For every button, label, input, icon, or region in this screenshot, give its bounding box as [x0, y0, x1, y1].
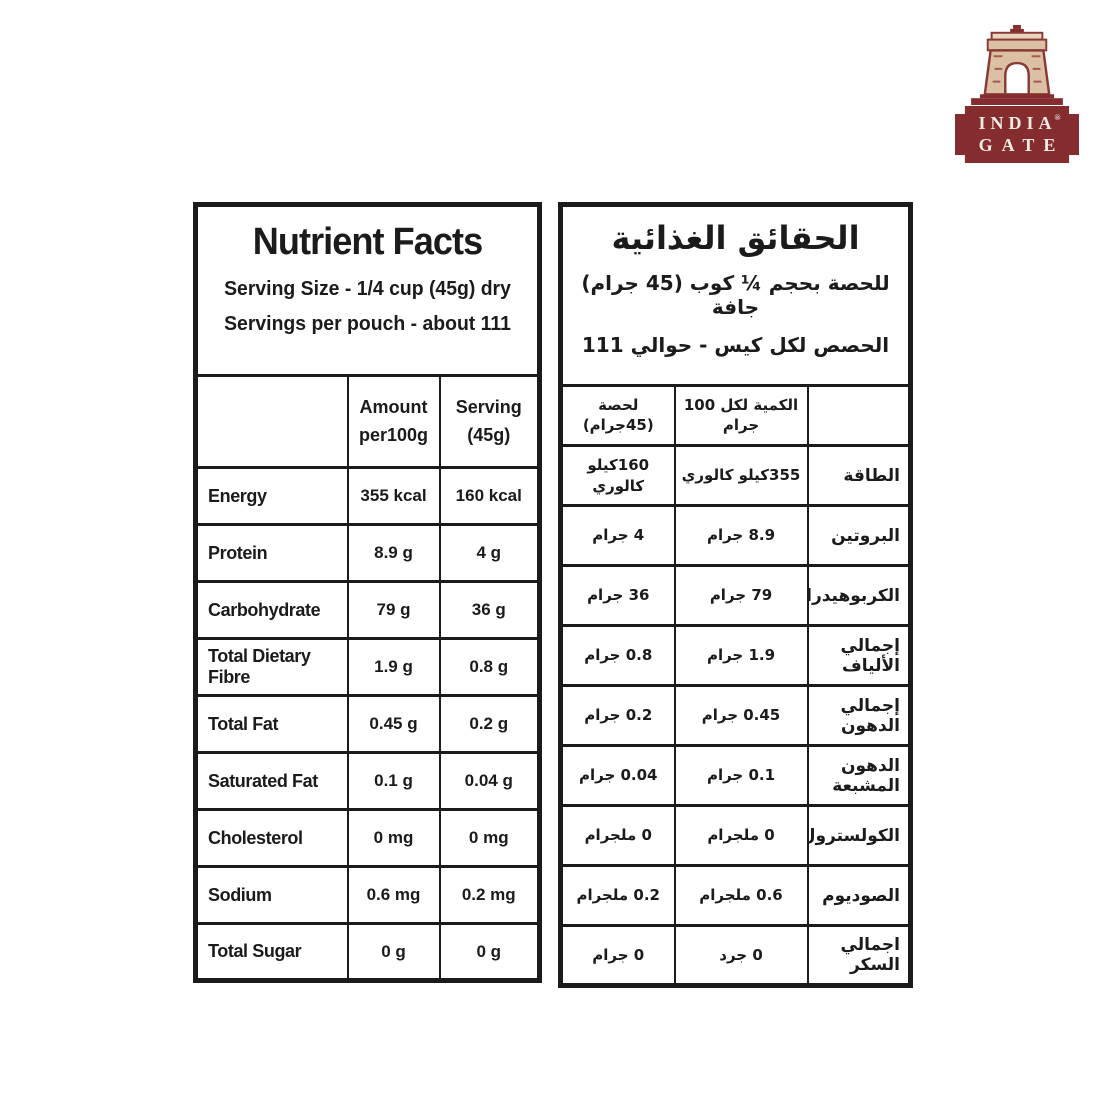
table-row: Saturated Fat 0.1 g 0.04 g: [194, 751, 541, 811]
per-serving-value: 0 g: [438, 922, 541, 982]
serving-size-line: للحصة بحجم ¼ كوب (45 جرام) جافة: [581, 271, 890, 319]
per-100g-value: 0 mg: [346, 808, 441, 868]
per-serving-value: 0.2 g: [438, 694, 541, 754]
table-row: Total Sugar 0 g 0 g: [194, 922, 541, 982]
per-serving-value: 0.2 mg: [438, 865, 541, 925]
per-serving-value: 4 g: [438, 523, 541, 583]
per-serving-value: 4 جرام: [559, 504, 676, 567]
per-serving-value: 0.04 جرام: [559, 744, 676, 807]
per-100g-value: 79 جرام: [673, 564, 809, 627]
per-serving-value: 0.8 g: [438, 637, 541, 697]
table-row: Total Dietary Fibre 1.9 g 0.8 g: [194, 637, 541, 697]
table-row: Energy 355 kcal 160 kcal: [194, 466, 541, 526]
table-header-section: الحقائق الغذائية للحصة بحجم ¼ كوب (45 جر…: [559, 203, 912, 387]
registered-mark: ®: [1054, 112, 1061, 122]
column-header-amount: الكمية لكل 100 جرام: [673, 384, 809, 447]
row-label: إجمالي الدهون: [806, 684, 912, 747]
column-header-serving: Serving (45g): [438, 374, 541, 469]
per-100g-value: 0 g: [346, 922, 441, 982]
table-row: إجمالي الألياف 1.9 جرام 0.8 جرام: [559, 624, 912, 687]
per-serving-value: 0 mg: [438, 808, 541, 868]
row-label: الصوديوم: [806, 864, 912, 927]
per-100g-value: 0.1 جرام: [673, 744, 809, 807]
servings-per-pouch-line: Servings per pouch - about 111: [224, 313, 511, 335]
per-serving-value: 0.2 ملجرام: [559, 864, 676, 927]
per-100g-value: 1.9 جرام: [673, 624, 809, 687]
brand-plaque: INDIA® GATE: [955, 106, 1079, 163]
row-label: Total Dietary Fibre: [194, 637, 349, 697]
brand-india-text: INDIA: [978, 112, 1057, 133]
table-title: Nutrient Facts: [252, 221, 483, 263]
row-label: الطاقة: [806, 444, 912, 507]
per-100g-value: 79 g: [346, 580, 441, 640]
row-label: الكولسترول: [806, 804, 912, 867]
serving-size-line: Serving Size - 1/4 cup (45g) dry: [224, 278, 511, 300]
nutrient-facts-table-arabic: الحقائق الغذائية للحصة بحجم ¼ كوب (45 جر…: [558, 202, 913, 988]
table-header-section: Nutrient Facts Serving Size - 1/4 cup (4…: [194, 203, 541, 377]
per-serving-value: 160كيلو كالوري: [559, 444, 676, 507]
table-row: اجمالي السكر 0 جرد 0 جرام: [559, 924, 912, 987]
column-header-row: Amount per100g Serving (45g): [194, 374, 541, 469]
table-row: الكولسترول 0 ملجرام 0 ملجرام: [559, 804, 912, 867]
nutrient-facts-table-english: Nutrient Facts Serving Size - 1/4 cup (4…: [193, 202, 542, 983]
per-100g-value: 1.9 g: [346, 637, 441, 697]
servings-per-pouch-line: الحصص لكل كيس - حوالي 111: [581, 333, 890, 357]
row-label: الكربوهيدرات: [806, 564, 912, 627]
column-header-amount: Amount per100g: [346, 374, 441, 469]
per-serving-value: 36 جرام: [559, 564, 676, 627]
table-row: الصوديوم 0.6 ملجرام 0.2 ملجرام: [559, 864, 912, 927]
row-label: Total Sugar: [194, 922, 349, 982]
per-serving-value: 0.2 جرام: [559, 684, 676, 747]
india-gate-monument-icon: [971, 24, 1063, 106]
india-gate-logo: INDIA® GATE: [952, 24, 1082, 163]
per-100g-value: 0.6 ملجرام: [673, 864, 809, 927]
column-header-row: الكمية لكل 100 جرام لحصة (45جرام): [559, 384, 912, 447]
column-header-blank: [806, 384, 912, 447]
per-100g-value: 355 kcal: [346, 466, 441, 526]
per-100g-value: 355كيلو كالوري: [673, 444, 809, 507]
row-label: Protein: [194, 523, 349, 583]
per-100g-value: 0.1 g: [346, 751, 441, 811]
table-row: الكربوهيدرات 79 جرام 36 جرام: [559, 564, 912, 627]
row-label: الدهون المشبعة: [806, 744, 912, 807]
table-row: الطاقة 355كيلو كالوري 160كيلو كالوري: [559, 444, 912, 507]
row-label: Energy: [194, 466, 349, 526]
per-100g-value: 0.45 جرام: [673, 684, 809, 747]
per-serving-value: 160 kcal: [438, 466, 541, 526]
table-row: Protein 8.9 g 4 g: [194, 523, 541, 583]
per-100g-value: 8.9 جرام: [673, 504, 809, 567]
row-label: إجمالي الألياف: [806, 624, 912, 687]
row-label: Saturated Fat: [194, 751, 349, 811]
table-row: Total Fat 0.45 g 0.2 g: [194, 694, 541, 754]
table-row: Carbohydrate 79 g 36 g: [194, 580, 541, 640]
brand-name-india: INDIA®: [979, 113, 1061, 135]
per-100g-value: 0.45 g: [346, 694, 441, 754]
per-100g-value: 0 ملجرام: [673, 804, 809, 867]
brand-name-gate: GATE: [978, 134, 1065, 155]
row-label: البروتين: [806, 504, 912, 567]
column-header-blank: [194, 374, 349, 469]
per-serving-value: 36 g: [438, 580, 541, 640]
row-label: Cholesterol: [194, 808, 349, 868]
per-serving-value: 0.8 جرام: [559, 624, 676, 687]
row-label: Sodium: [194, 865, 349, 925]
table-row: البروتين 8.9 جرام 4 جرام: [559, 504, 912, 567]
row-label: Carbohydrate: [194, 580, 349, 640]
per-serving-value: 0 جرام: [559, 924, 676, 987]
row-label: اجمالي السكر: [806, 924, 912, 987]
column-header-serving: لحصة (45جرام): [559, 384, 676, 447]
table-row: إجمالي الدهون 0.45 جرام 0.2 جرام: [559, 684, 912, 747]
table-row: Sodium 0.6 mg 0.2 mg: [194, 865, 541, 925]
table-title: الحقائق الغذائية: [611, 219, 860, 257]
row-label: Total Fat: [194, 694, 349, 754]
table-row: الدهون المشبعة 0.1 جرام 0.04 جرام: [559, 744, 912, 807]
per-100g-value: 8.9 g: [346, 523, 441, 583]
per-100g-value: 0.6 mg: [346, 865, 441, 925]
table-row: Cholesterol 0 mg 0 mg: [194, 808, 541, 868]
per-serving-value: 0 ملجرام: [559, 804, 676, 867]
per-100g-value: 0 جرد: [673, 924, 809, 987]
per-serving-value: 0.04 g: [438, 751, 541, 811]
